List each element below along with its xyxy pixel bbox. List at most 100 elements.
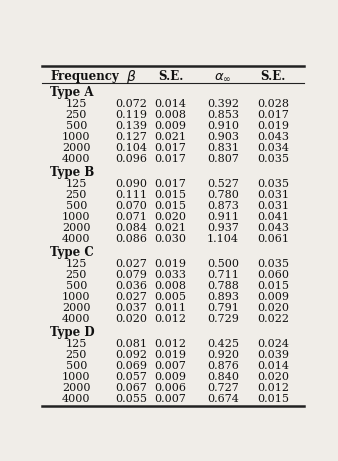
Text: 0.729: 0.729 [207, 314, 239, 324]
Text: 125: 125 [66, 99, 87, 109]
Text: 0.780: 0.780 [207, 190, 239, 200]
Text: 0.009: 0.009 [257, 292, 289, 302]
Text: 0.111: 0.111 [115, 190, 147, 200]
Text: 0.017: 0.017 [155, 143, 187, 153]
Text: 0.035: 0.035 [257, 179, 289, 189]
Text: 4000: 4000 [62, 314, 91, 324]
Text: 0.014: 0.014 [154, 99, 187, 109]
Text: Type A: Type A [50, 86, 94, 99]
Text: 0.070: 0.070 [115, 201, 147, 211]
Text: Type C: Type C [50, 246, 94, 259]
Text: 0.060: 0.060 [257, 270, 289, 280]
Text: 0.035: 0.035 [257, 154, 289, 164]
Text: 0.012: 0.012 [154, 314, 187, 324]
Text: 0.020: 0.020 [154, 212, 187, 222]
Text: 0.017: 0.017 [155, 154, 187, 164]
Text: 0.055: 0.055 [115, 394, 147, 404]
Text: 0.027: 0.027 [115, 259, 147, 269]
Text: 0.031: 0.031 [257, 190, 289, 200]
Text: 0.727: 0.727 [207, 383, 239, 393]
Text: 0.009: 0.009 [154, 121, 187, 131]
Text: 0.020: 0.020 [257, 303, 289, 313]
Text: 0.019: 0.019 [154, 259, 187, 269]
Text: 0.071: 0.071 [115, 212, 147, 222]
Text: 0.007: 0.007 [155, 361, 187, 371]
Text: 0.039: 0.039 [257, 350, 289, 360]
Text: 250: 250 [66, 350, 87, 360]
Text: 250: 250 [66, 190, 87, 200]
Text: 0.127: 0.127 [115, 132, 147, 142]
Text: 0.033: 0.033 [154, 270, 187, 280]
Text: 0.139: 0.139 [115, 121, 147, 131]
Text: 0.012: 0.012 [257, 383, 289, 393]
Text: 0.903: 0.903 [207, 132, 239, 142]
Text: 0.021: 0.021 [154, 223, 187, 233]
Text: 0.500: 0.500 [207, 259, 239, 269]
Text: 1000: 1000 [62, 132, 91, 142]
Text: 0.005: 0.005 [154, 292, 187, 302]
Text: 0.012: 0.012 [154, 339, 187, 349]
Text: 0.853: 0.853 [207, 110, 239, 120]
Text: 0.015: 0.015 [257, 281, 289, 291]
Text: 0.036: 0.036 [115, 281, 147, 291]
Text: 125: 125 [66, 179, 87, 189]
Text: 1.104: 1.104 [207, 234, 239, 244]
Text: 0.031: 0.031 [257, 201, 289, 211]
Text: 1000: 1000 [62, 372, 91, 382]
Text: 0.007: 0.007 [155, 394, 187, 404]
Text: 0.067: 0.067 [115, 383, 147, 393]
Text: 0.034: 0.034 [257, 143, 289, 153]
Text: 0.035: 0.035 [257, 259, 289, 269]
Text: 0.019: 0.019 [257, 121, 289, 131]
Text: 2000: 2000 [62, 383, 91, 393]
Text: 0.024: 0.024 [257, 339, 289, 349]
Text: 125: 125 [66, 339, 87, 349]
Text: Type B: Type B [50, 166, 94, 179]
Text: 0.788: 0.788 [207, 281, 239, 291]
Text: 0.096: 0.096 [115, 154, 147, 164]
Text: 0.017: 0.017 [155, 179, 187, 189]
Text: 0.911: 0.911 [207, 212, 239, 222]
Text: 0.807: 0.807 [207, 154, 239, 164]
Text: 250: 250 [66, 110, 87, 120]
Text: 2000: 2000 [62, 143, 91, 153]
Text: 4000: 4000 [62, 234, 91, 244]
Text: 0.104: 0.104 [115, 143, 147, 153]
Text: 500: 500 [66, 121, 87, 131]
Text: 0.057: 0.057 [115, 372, 147, 382]
Text: 0.027: 0.027 [115, 292, 147, 302]
Text: 0.014: 0.014 [257, 361, 289, 371]
Text: 0.090: 0.090 [115, 179, 147, 189]
Text: 0.937: 0.937 [207, 223, 239, 233]
Text: 0.009: 0.009 [154, 372, 187, 382]
Text: 2000: 2000 [62, 223, 91, 233]
Text: S.E.: S.E. [260, 71, 286, 83]
Text: 500: 500 [66, 201, 87, 211]
Text: 250: 250 [66, 270, 87, 280]
Text: 0.015: 0.015 [154, 190, 187, 200]
Text: 0.020: 0.020 [115, 314, 147, 324]
Text: 0.092: 0.092 [115, 350, 147, 360]
Text: 0.043: 0.043 [257, 223, 289, 233]
Text: 0.021: 0.021 [154, 132, 187, 142]
Text: 0.831: 0.831 [207, 143, 239, 153]
Text: $\alpha_\infty$: $\alpha_\infty$ [214, 71, 232, 83]
Text: 0.072: 0.072 [115, 99, 147, 109]
Text: 1000: 1000 [62, 212, 91, 222]
Text: 0.028: 0.028 [257, 99, 289, 109]
Text: 0.017: 0.017 [257, 110, 289, 120]
Text: 1000: 1000 [62, 292, 91, 302]
Text: 0.043: 0.043 [257, 132, 289, 142]
Text: 0.011: 0.011 [154, 303, 187, 313]
Text: Type D: Type D [50, 326, 95, 339]
Text: 0.006: 0.006 [154, 383, 187, 393]
Text: 4000: 4000 [62, 394, 91, 404]
Text: 500: 500 [66, 281, 87, 291]
Text: 0.061: 0.061 [257, 234, 289, 244]
Text: 0.425: 0.425 [207, 339, 239, 349]
Text: 0.840: 0.840 [207, 372, 239, 382]
Text: 0.876: 0.876 [207, 361, 239, 371]
Text: 0.081: 0.081 [115, 339, 147, 349]
Text: 0.119: 0.119 [115, 110, 147, 120]
Text: $\beta$: $\beta$ [126, 68, 137, 86]
